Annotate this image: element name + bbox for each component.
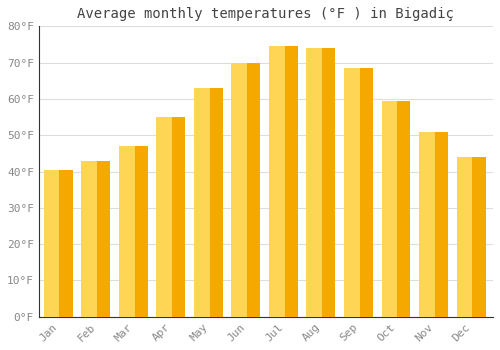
Bar xyxy=(269,46,284,317)
Bar xyxy=(46,170,72,317)
Bar xyxy=(382,101,398,317)
Bar xyxy=(309,48,336,317)
Bar xyxy=(232,63,247,317)
Title: Average monthly temperatures (°F ) in Bigadiç: Average monthly temperatures (°F ) in Bi… xyxy=(78,7,454,21)
Bar xyxy=(44,170,60,317)
Bar xyxy=(306,48,322,317)
Bar xyxy=(196,88,223,317)
Bar xyxy=(122,146,148,317)
Bar xyxy=(156,117,172,317)
Bar xyxy=(456,157,472,317)
Bar xyxy=(460,157,485,317)
Bar xyxy=(84,161,110,317)
Bar xyxy=(384,101,410,317)
Bar xyxy=(344,68,360,317)
Bar xyxy=(272,46,298,317)
Bar xyxy=(81,161,97,317)
Bar xyxy=(422,132,448,317)
Bar xyxy=(119,146,134,317)
Bar xyxy=(194,88,210,317)
Bar xyxy=(419,132,435,317)
Bar xyxy=(159,117,185,317)
Bar xyxy=(346,68,373,317)
Bar xyxy=(234,63,260,317)
